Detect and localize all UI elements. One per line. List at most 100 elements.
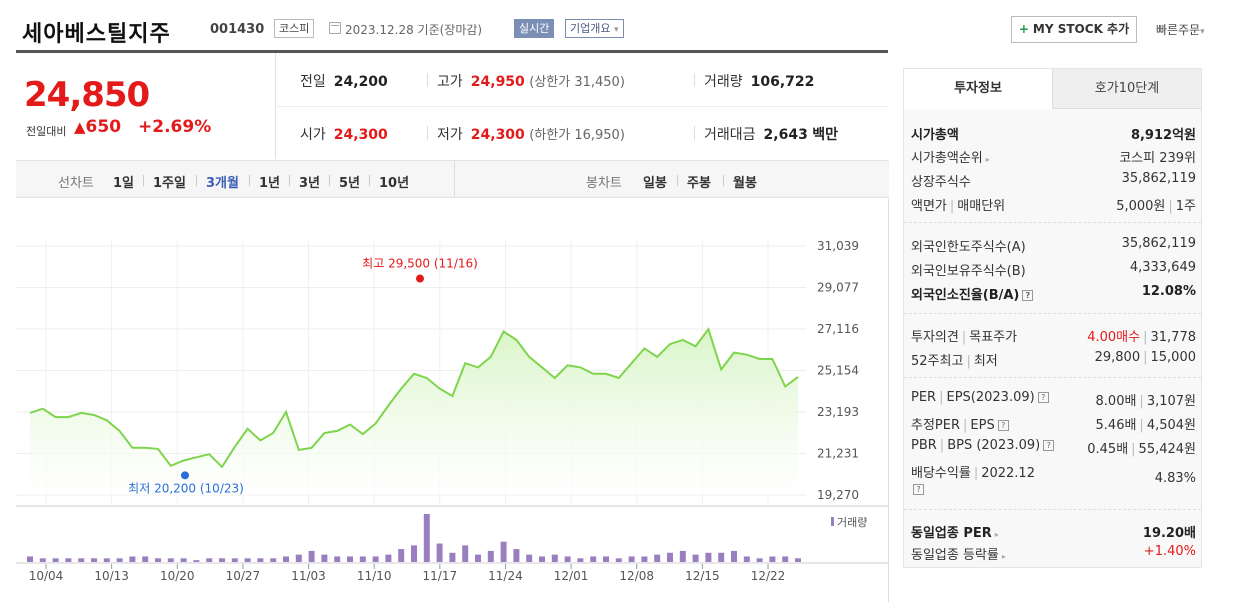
row-label: 투자의견 xyxy=(911,330,959,345)
separator: | xyxy=(966,354,971,369)
x-tick-label: 12/22 xyxy=(751,569,786,583)
tab-orderbook-10[interactable]: 호가10단계 xyxy=(1053,69,1201,109)
row-label: 52주최고 xyxy=(911,354,964,369)
industry-per-row[interactable]: 동일업종 PER ▸ 19.20배 xyxy=(911,522,1196,542)
volume-bar xyxy=(385,554,392,562)
volume-bar xyxy=(692,554,699,562)
row-value: 4,333,649 xyxy=(1129,260,1196,275)
company-name: 세아베스틸지주 xyxy=(22,22,171,47)
candle-daily[interactable]: 일봉 xyxy=(643,176,667,191)
change-value: ▲650 xyxy=(74,117,121,137)
volume-bar xyxy=(449,552,456,562)
plus-icon: + xyxy=(1018,22,1029,36)
price-chart[interactable]: 31,039 29,077 27,116 25,154 23,193 21,231 19,2… xyxy=(16,199,889,602)
controls-divider xyxy=(454,161,455,197)
divider xyxy=(329,175,330,186)
x-tick-label: 12/01 xyxy=(554,569,589,583)
volume-bar xyxy=(628,556,635,562)
volume-bar xyxy=(78,558,85,562)
volume-bar xyxy=(679,550,686,562)
price-area xyxy=(30,329,798,495)
help-icon[interactable]: ? xyxy=(1037,392,1049,403)
stat-label: 거래량 xyxy=(704,74,743,90)
y-tick-label: 27,116 xyxy=(817,322,859,336)
row-label: 2022.12 xyxy=(981,466,1035,481)
row-label: 최저 xyxy=(973,354,998,369)
volume-bar xyxy=(398,549,405,562)
help-icon[interactable]: ? xyxy=(913,484,924,495)
stat-unit: 백만 xyxy=(812,127,839,143)
market-badge: 코스피 xyxy=(274,19,315,38)
realtime-button[interactable]: 실시간 xyxy=(514,19,555,38)
separator: | xyxy=(1168,199,1173,214)
candle-chart-label: 봉차트 xyxy=(586,176,622,191)
min-annotation: 최저 20,200 (10/23) xyxy=(128,481,244,495)
date-basis: 기준(장마감) xyxy=(417,23,483,37)
volume-bar xyxy=(39,558,46,562)
period-1d[interactable]: 1일 xyxy=(113,176,135,191)
divider xyxy=(427,126,428,140)
volume-bar xyxy=(65,558,72,562)
corp-info-dropdown[interactable]: 기업개요 ▾ xyxy=(565,19,624,38)
volume-bar xyxy=(654,554,661,562)
volume-bar xyxy=(231,558,238,562)
tab-invest-info[interactable]: 투자정보 xyxy=(904,69,1053,109)
price-summary: 24,850 전일대비 ▲650 +2.69% xyxy=(16,53,276,159)
row-label: 외국인보유주식수(B) xyxy=(911,264,1026,279)
price-line xyxy=(29,327,799,469)
separator: | xyxy=(1143,330,1148,345)
stat-label: 저가 xyxy=(437,127,463,143)
triangle-right-icon: ▸ xyxy=(1001,552,1006,561)
period-1w[interactable]: 1주일 xyxy=(153,176,186,191)
row-label: 추정PER xyxy=(911,418,961,433)
row-value: 15,000 xyxy=(1150,350,1197,365)
volume-bar xyxy=(142,556,149,562)
section-divider xyxy=(904,377,1201,378)
change-amount: 650 xyxy=(85,117,122,137)
stats-row-divider xyxy=(277,106,889,107)
stat-low: 저가 24,300 (하한가 16,950) xyxy=(427,124,625,144)
row-label: EPS(2023.09) xyxy=(946,390,1035,405)
volume-bar xyxy=(436,543,443,562)
separator: | xyxy=(939,390,944,405)
volume-bar xyxy=(155,558,161,562)
row-value: 0.45배 xyxy=(1087,442,1129,457)
section-divider xyxy=(904,222,1201,223)
volume-bar xyxy=(116,558,123,562)
volume-bar xyxy=(603,556,609,562)
x-tick-label: 11/03 xyxy=(291,569,326,583)
volume-bar xyxy=(539,556,545,562)
row-label: 상장주식수 xyxy=(911,175,971,190)
period-5y[interactable]: 5년 xyxy=(339,176,361,191)
divider xyxy=(369,175,370,186)
row-value: 31,778 xyxy=(1150,330,1197,345)
volume-bar xyxy=(731,550,737,562)
volume-bar xyxy=(487,550,494,562)
row-value: 29,800 xyxy=(1094,350,1141,365)
stat-label: 고가 xyxy=(437,74,463,90)
help-icon[interactable]: ? xyxy=(1043,440,1055,451)
quick-order-dropdown[interactable]: 빠른주문▾ xyxy=(1156,21,1205,38)
period-3m[interactable]: 3개월 xyxy=(206,176,239,191)
volume-bar xyxy=(513,549,520,562)
help-icon[interactable]: ? xyxy=(997,420,1009,431)
row-value: 8,912억원 xyxy=(1130,128,1196,143)
candle-weekly[interactable]: 주봉 xyxy=(687,176,711,191)
volume-bar xyxy=(411,545,417,562)
volume-bar xyxy=(756,558,763,562)
y-tick-label: 31,039 xyxy=(817,239,859,253)
period-3y[interactable]: 3년 xyxy=(299,176,321,191)
chevron-down-icon: ▾ xyxy=(1200,27,1205,37)
candle-monthly[interactable]: 월봉 xyxy=(733,176,757,191)
market-cap-rank-row[interactable]: 시가총액순위 ▸ 코스피 239위 xyxy=(911,147,1196,167)
separator: | xyxy=(939,438,945,453)
help-icon[interactable]: ? xyxy=(1022,290,1034,301)
row-value: 5,000원 xyxy=(1116,199,1166,214)
period-1y[interactable]: 1년 xyxy=(259,176,281,191)
row-label: BPS (2023.09) xyxy=(947,438,1041,453)
period-10y[interactable]: 10년 xyxy=(379,176,410,191)
industry-rate-row[interactable]: 동일업종 등락률 ▸ +1.40% xyxy=(911,544,1196,564)
volume-bar xyxy=(308,550,315,562)
divider xyxy=(196,175,197,186)
add-mystock-button[interactable]: + MY STOCK 추가 xyxy=(1011,16,1137,43)
